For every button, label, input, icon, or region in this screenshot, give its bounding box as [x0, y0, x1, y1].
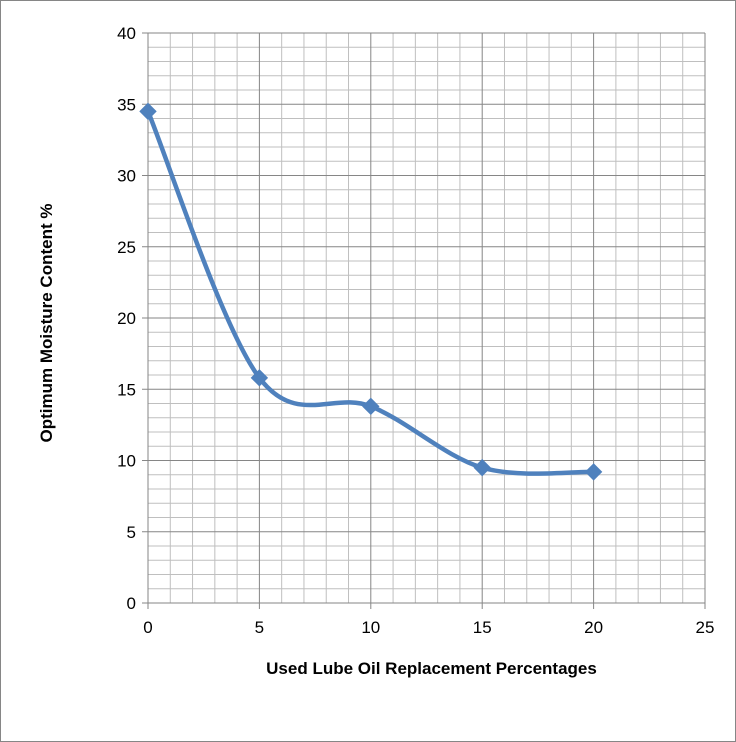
data-point-marker: [584, 463, 603, 481]
y-axis-title: Optimum Moisture Content %: [37, 204, 56, 443]
y-tick-label: 20: [117, 309, 136, 328]
major-gridlines: [142, 32, 706, 609]
y-tick-label: 10: [117, 452, 136, 471]
x-tick-label: 5: [255, 618, 264, 637]
series-layer: [139, 102, 603, 481]
data-point-marker: [362, 397, 380, 416]
y-tick-label: 0: [127, 594, 136, 613]
y-tick-labels: 0 5 10 15 20 25 30 35 40: [117, 24, 136, 613]
y-tick-label: 15: [117, 380, 136, 399]
x-tick-label: 25: [696, 618, 715, 637]
y-tick-label: 35: [117, 95, 136, 114]
y-tick-label: 30: [117, 167, 136, 186]
x-tick-label: 15: [473, 618, 492, 637]
x-tick-label: 0: [143, 618, 152, 637]
y-tick-label: 40: [117, 24, 136, 43]
series-line: [145, 109, 596, 476]
x-tick-labels: 0 5 10 15 20 25: [143, 618, 714, 637]
x-tick-label: 20: [584, 618, 603, 637]
x-axis-title: Used Lube Oil Replacement Percentages: [266, 659, 597, 678]
data-point-marker: [473, 458, 491, 477]
data-point-marker: [139, 102, 157, 121]
x-tick-label: 10: [361, 618, 380, 637]
y-tick-label: 5: [127, 523, 136, 542]
y-tick-label: 25: [117, 238, 136, 257]
data-point-marker: [250, 369, 269, 387]
